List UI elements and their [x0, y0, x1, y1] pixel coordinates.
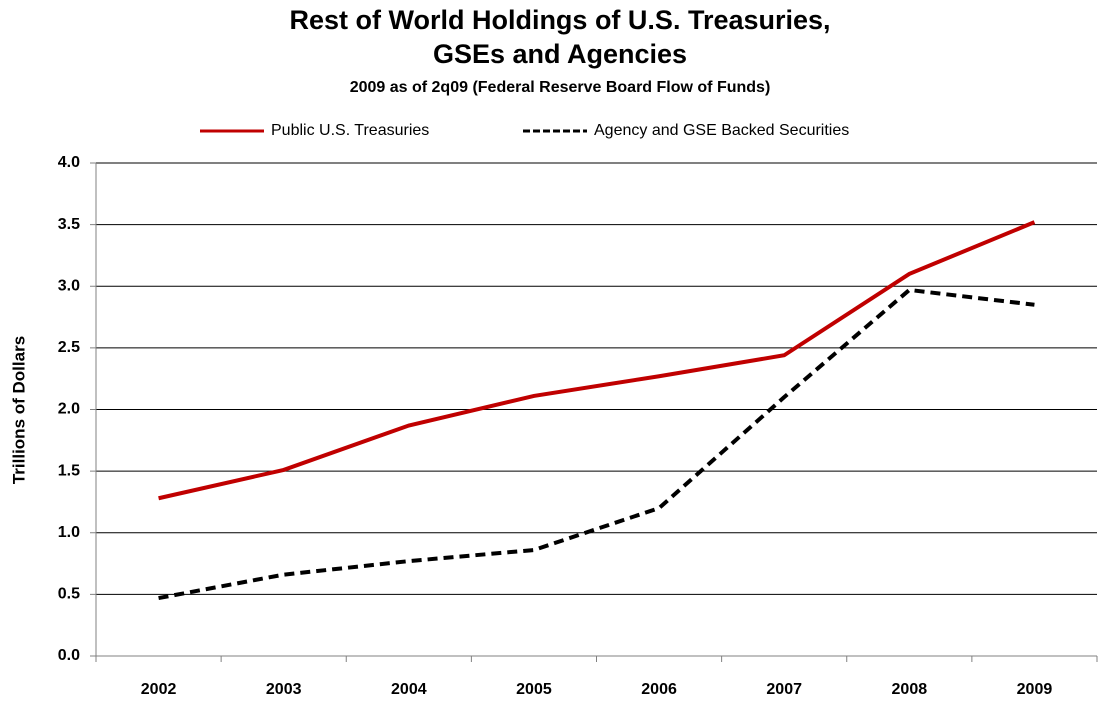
legend-label: Agency and GSE Backed Securities	[594, 122, 849, 139]
x-tick-label: 2004	[391, 681, 427, 698]
y-tick-label: 3.0	[58, 277, 80, 294]
y-tick-label: 1.0	[58, 524, 80, 541]
y-tick-label: 3.5	[58, 216, 80, 233]
y-tick-label: 1.5	[58, 462, 80, 479]
y-axis-label: Trillions of Dollars	[9, 336, 28, 484]
chart-title: Rest of World Holdings of U.S. Treasurie…	[289, 5, 830, 35]
series-line	[158, 220, 1036, 501]
x-tick-label: 2007	[766, 681, 802, 698]
x-tick-label: 2009	[1017, 681, 1053, 698]
x-tick-label: 2008	[892, 681, 928, 698]
y-tick-label: 2.0	[58, 401, 80, 418]
x-tick-label: 2002	[141, 681, 177, 698]
y-tick-label: 2.5	[58, 339, 80, 356]
y-tick-label: 0.0	[58, 647, 80, 664]
x-tick-label: 2006	[641, 681, 677, 698]
y-tick-label: 0.5	[58, 586, 80, 603]
chart-title: GSEs and Agencies	[433, 39, 687, 69]
x-tick-label: 2005	[516, 681, 552, 698]
series-line	[158, 287, 1035, 601]
legend-label: Public U.S. Treasuries	[271, 122, 429, 139]
x-tick-label: 2003	[266, 681, 302, 698]
chart-subtitle: 2009 as of 2q09 (Federal Reserve Board F…	[350, 79, 771, 96]
y-tick-label: 4.0	[58, 154, 80, 171]
